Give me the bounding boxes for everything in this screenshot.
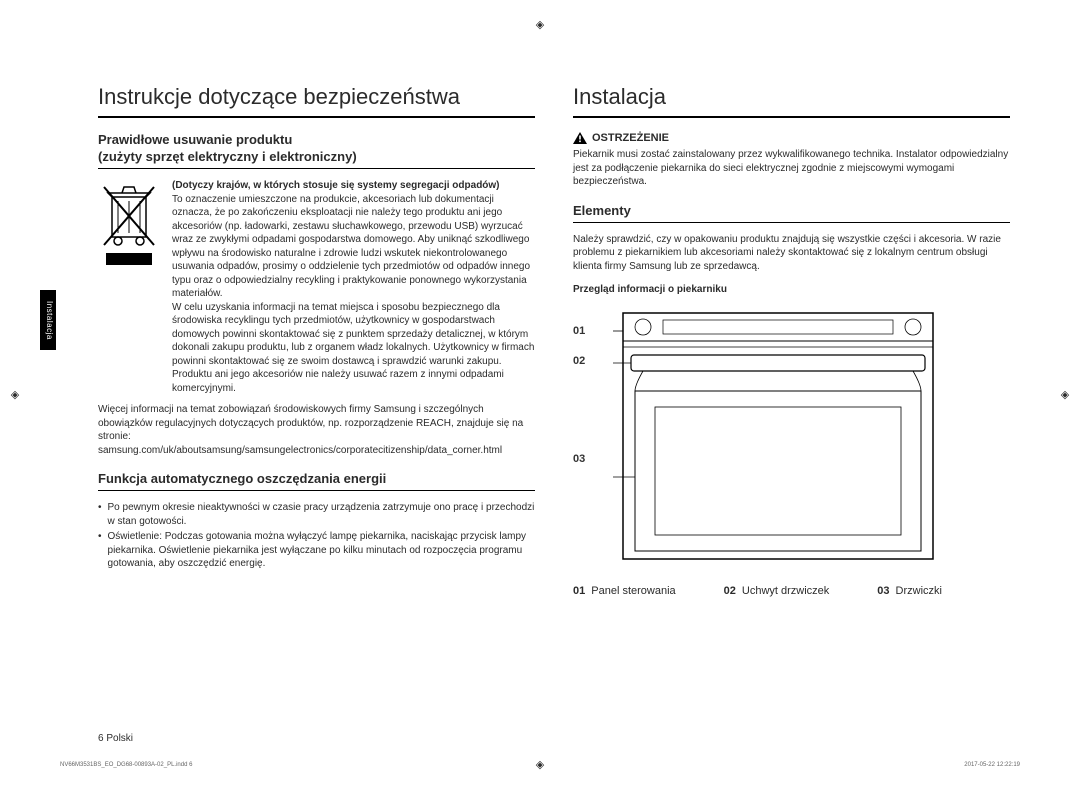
- registration-mark: ◈: [1058, 388, 1072, 402]
- diagram-label-03: 03: [573, 453, 585, 465]
- diagram-label-02: 02: [573, 355, 585, 367]
- bullet-item: • Po pewnym okresie nieaktywności w czas…: [98, 501, 535, 528]
- side-tab: Instalacja: [40, 290, 56, 350]
- warning-icon: [573, 132, 587, 144]
- page-number: 6 Polski: [98, 733, 133, 744]
- legend-item: 01Panel sterowania: [573, 585, 676, 597]
- weee-para2: W celu uzyskania informacji na temat mie…: [172, 301, 535, 396]
- registration-mark: ◈: [8, 388, 22, 402]
- bullet-text: Po pewnym okresie nieaktywności w czasie…: [108, 501, 535, 528]
- weee-icon: [98, 179, 160, 395]
- weee-para1: To oznaczenie umieszczone na produkcie, …: [172, 193, 535, 301]
- warning-text: Piekarnik musi zostać zainstalowany prze…: [573, 148, 1010, 189]
- registration-mark: ◈: [533, 18, 547, 32]
- rule-thin: [98, 168, 535, 169]
- bullet-dot: •: [98, 530, 102, 571]
- diagram-legend: 01Panel sterowania 02Uchwyt drzwiczek 03…: [573, 585, 1010, 597]
- section-title-install: Instalacja: [573, 84, 1010, 110]
- weee-bold: (Dotyczy krajów, w których stosuje się s…: [172, 179, 535, 193]
- rule: [573, 116, 1010, 118]
- oven-diagram: 01 02 03: [613, 307, 943, 567]
- right-column: Instalacja OSTRZEŻENIE Piekarnik musi zo…: [573, 84, 1010, 597]
- footer-filename: NV66M3531BS_EO_DG68-00893A-02_PL.indd 6: [60, 762, 192, 768]
- overview-label: Przegląd informacji o piekarniku: [573, 283, 1010, 297]
- elements-text: Należy sprawdzić, czy w opakowaniu produ…: [573, 233, 1010, 274]
- left-column: Instrukcje dotyczące bezpieczeństwa Praw…: [70, 84, 535, 597]
- subhead-elements: Elementy: [573, 203, 1010, 218]
- more-info: Więcej informacji na temat zobowiązań śr…: [98, 403, 535, 457]
- warning-label: OSTRZEŻENIE: [592, 132, 669, 144]
- registration-mark: ◈: [533, 758, 547, 772]
- bullet-dot: •: [98, 501, 102, 528]
- bullet-text: Oświetlenie: Podczas gotowania można wył…: [108, 530, 535, 571]
- weee-text-block: (Dotyczy krajów, w których stosuje się s…: [172, 179, 535, 395]
- subhead-energy: Funkcja automatycznego oszczędzania ener…: [98, 471, 535, 486]
- legend-item: 03Drzwiczki: [877, 585, 942, 597]
- rule: [98, 116, 535, 118]
- warning-heading: OSTRZEŻENIE: [573, 132, 1010, 144]
- subhead-disposal: Prawidłowe usuwanie produktu: [98, 132, 535, 147]
- bullet-item: • Oświetlenie: Podczas gotowania można w…: [98, 530, 535, 571]
- section-title-safety: Instrukcje dotyczące bezpieczeństwa: [98, 84, 535, 110]
- diagram-label-01: 01: [573, 325, 585, 337]
- rule-thin: [573, 222, 1010, 223]
- rule-thin: [98, 490, 535, 491]
- footer-timestamp: 2017-05-22 12:22:19: [964, 762, 1020, 768]
- legend-item: 02Uchwyt drzwiczek: [724, 585, 830, 597]
- subhead-disposal-paren: (zużyty sprzęt elektryczny i elektronicz…: [98, 149, 535, 164]
